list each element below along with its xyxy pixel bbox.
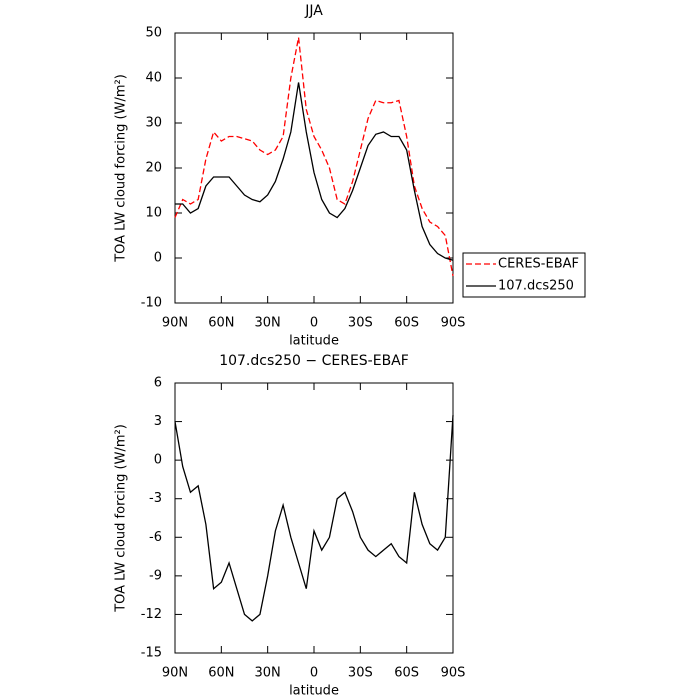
y-tick-label: 3 xyxy=(154,414,162,429)
x-tick-label: 90S xyxy=(441,316,466,331)
x-tick-label: 60S xyxy=(394,666,419,681)
y-tick-label: 20 xyxy=(145,161,162,176)
x-axis-label: latitude xyxy=(289,334,339,349)
x-axis-label: latitude xyxy=(289,684,339,699)
x-tick-label: 30N xyxy=(255,316,281,331)
plot-frame xyxy=(174,32,454,304)
y-tick-label: -15 xyxy=(141,646,162,661)
y-tick-label: -12 xyxy=(141,607,162,622)
y-tick-label: 30 xyxy=(145,116,162,131)
y-tick-label: 40 xyxy=(145,71,162,86)
x-tick-label: 0 xyxy=(310,316,318,331)
x-tick-label: 90N xyxy=(162,666,188,681)
y-axis-label: TOA LW cloud forcing (W/m²) xyxy=(114,424,129,613)
y-tick-label: 50 xyxy=(145,26,162,41)
y-tick-label: -3 xyxy=(149,491,162,506)
data-line xyxy=(174,415,454,622)
legend-label: 107.dcs250 xyxy=(498,279,574,294)
data-line xyxy=(175,82,454,261)
data-line xyxy=(174,37,454,277)
x-tick-label: 90N xyxy=(162,316,188,331)
legend-box xyxy=(462,252,586,298)
x-tick-label: 0 xyxy=(310,666,318,681)
y-axis-label: TOA LW cloud forcing (W/m²) xyxy=(114,74,129,263)
chart-title: 107.dcs250 − CERES-EBAF xyxy=(219,353,409,369)
x-tick-label: 60S xyxy=(394,316,419,331)
y-tick-label: 0 xyxy=(154,251,162,266)
x-tick-label: 60N xyxy=(208,316,234,331)
legend-label: CERES-EBAF xyxy=(498,257,579,272)
x-tick-label: 30S xyxy=(348,666,373,681)
x-tick-label: 30N xyxy=(255,666,281,681)
y-tick-label: -9 xyxy=(149,568,162,583)
x-tick-label: 30S xyxy=(348,316,373,331)
x-tick-label: 60N xyxy=(208,666,234,681)
y-tick-label: 6 xyxy=(154,376,162,391)
y-tick-label: 0 xyxy=(154,453,162,468)
y-tick-label: 10 xyxy=(145,206,162,221)
y-tick-label: -6 xyxy=(149,530,162,545)
chart-title: JJA xyxy=(304,3,323,19)
x-tick-label: 90S xyxy=(441,666,466,681)
y-tick-label: -10 xyxy=(141,296,162,311)
